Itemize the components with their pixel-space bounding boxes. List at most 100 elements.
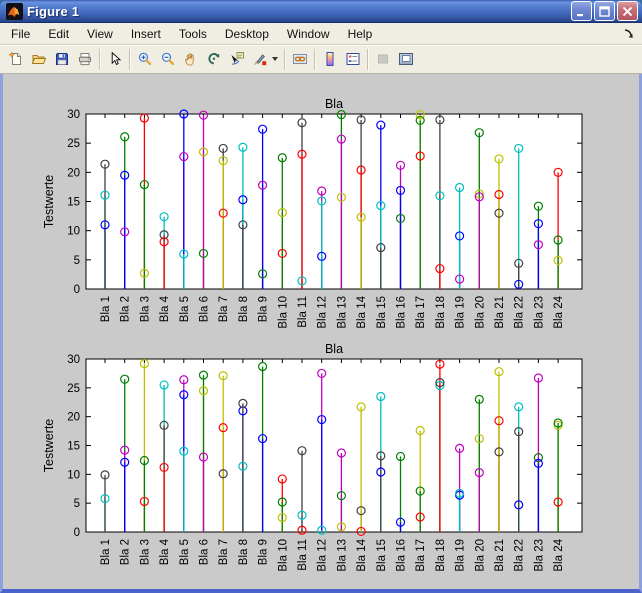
new-figure-button[interactable] xyxy=(4,47,27,71)
stem-group xyxy=(455,443,465,532)
menu-desktop[interactable]: Desktop xyxy=(224,26,269,41)
maximize-button[interactable] xyxy=(594,1,615,21)
menu-insert[interactable]: Insert xyxy=(130,26,161,41)
hand-icon xyxy=(184,53,194,66)
x-tick-label: Bla 1 xyxy=(100,539,112,565)
stem-marker xyxy=(376,467,386,477)
titlebar[interactable]: Figure 1 xyxy=(0,0,642,23)
x-tick-label: Bla 21 xyxy=(494,539,506,572)
stem-marker xyxy=(277,248,287,259)
stem-marker xyxy=(474,468,484,478)
stem-marker xyxy=(238,195,248,205)
x-tick-label: Bla 12 xyxy=(317,296,329,329)
showtools-icon xyxy=(398,53,413,65)
brush-data-button[interactable] xyxy=(248,47,271,71)
stem-group xyxy=(277,474,287,532)
menu-view[interactable]: View xyxy=(87,26,113,41)
show-plot-tools-button[interactable] xyxy=(394,47,417,71)
stem-marker xyxy=(258,361,268,372)
zoom-in-button[interactable] xyxy=(133,47,156,71)
stem-marker xyxy=(198,386,209,396)
axes-2[interactable]: 0 5 10 15 20 25 30 Bla 1 Bla 2 Bla 3 Bla 4 Bla 5 Bla… xyxy=(42,342,583,572)
pan-button[interactable] xyxy=(179,47,202,71)
save-icon xyxy=(55,53,68,65)
x-tick-label: Bla 6 xyxy=(199,296,211,322)
stem-marker xyxy=(553,497,563,507)
stem-marker xyxy=(120,445,130,455)
menu-edit[interactable]: Edit xyxy=(48,26,70,41)
insert-legend-button[interactable] xyxy=(341,47,364,71)
stem-group xyxy=(120,374,130,532)
stem-marker xyxy=(100,470,110,480)
x-tick-label: Bla 2 xyxy=(120,296,132,322)
menu-tools[interactable]: Tools xyxy=(178,26,207,41)
toolbar-separator xyxy=(284,48,285,70)
stem-marker xyxy=(179,375,189,385)
axes-1[interactable]: 0 5 10 15 20 25 30 Bla 1 Bla 2 Bla 3 Bla 4 Bla 5 Bla… xyxy=(42,97,583,329)
stem-marker xyxy=(198,452,209,462)
stem-marker xyxy=(415,109,425,120)
stem-group xyxy=(218,143,228,289)
window-title: Figure 1 xyxy=(27,3,80,19)
y-tick-label: 5 xyxy=(74,498,80,510)
stem-group xyxy=(277,153,287,289)
edit-plot-button[interactable] xyxy=(103,47,126,71)
y-tick-label: 15 xyxy=(67,441,80,453)
insert-colorbar-button[interactable] xyxy=(318,47,341,71)
stem-group xyxy=(395,451,406,532)
print-figure-button[interactable] xyxy=(73,47,96,71)
stem-group xyxy=(297,118,307,289)
stem-marker xyxy=(297,118,307,128)
stem-group xyxy=(297,446,307,535)
stem-group xyxy=(514,402,524,532)
stem-marker xyxy=(277,474,287,484)
chart-title: Bla xyxy=(325,97,343,111)
stem-group xyxy=(238,142,248,289)
menu-window[interactable]: Window xyxy=(286,26,330,41)
menu-file[interactable]: File xyxy=(11,26,31,41)
stem-group xyxy=(317,368,327,535)
link-plot-button[interactable] xyxy=(288,47,311,71)
stem-marker xyxy=(336,192,346,203)
toolbar-separator xyxy=(367,48,368,70)
rotate-3d-button[interactable] xyxy=(202,47,225,71)
brush-dropdown-caret[interactable] xyxy=(272,57,278,61)
plot-area[interactable] xyxy=(85,113,583,290)
zoom-out-button[interactable] xyxy=(156,47,179,71)
stem-marker xyxy=(356,212,366,222)
stem-marker xyxy=(120,457,130,467)
stem-marker xyxy=(415,486,425,496)
stem-marker xyxy=(514,500,524,510)
stem-marker xyxy=(336,522,346,532)
stem-group xyxy=(317,186,327,289)
stem-group xyxy=(238,398,248,532)
x-tick-label: Bla 10 xyxy=(277,539,289,572)
close-button[interactable] xyxy=(617,1,638,21)
matlab-logo-icon xyxy=(6,2,23,20)
dock-figure-icon[interactable] xyxy=(622,27,636,41)
minimize-button[interactable] xyxy=(571,1,592,21)
data-cursor-button[interactable] xyxy=(225,47,248,71)
stem-marker xyxy=(317,196,327,206)
save-figure-button[interactable] xyxy=(50,47,73,71)
plots-svg[interactable]: 0 5 10 15 20 25 30 Bla 1 Bla 2 Bla 3 Bla 4 Bla 5 Bla… xyxy=(3,74,639,589)
x-tick-label: Bla 19 xyxy=(455,539,467,572)
stem-marker xyxy=(415,512,425,522)
link-icon xyxy=(292,54,307,64)
new-document-icon xyxy=(7,51,21,65)
stem-marker xyxy=(297,446,307,456)
stem-group xyxy=(356,115,366,289)
stem-marker xyxy=(553,420,563,430)
stem-marker xyxy=(395,185,406,196)
stem-marker xyxy=(277,153,287,163)
stem-group xyxy=(356,402,366,537)
x-tick-label: Bla 22 xyxy=(514,539,526,572)
stem-group xyxy=(474,128,484,289)
y-axis-label: Testwerte xyxy=(42,419,56,473)
y-tick-label: 20 xyxy=(67,412,80,424)
open-file-button[interactable] xyxy=(27,47,50,71)
menu-help[interactable]: Help xyxy=(347,26,373,41)
y-tick-label: 10 xyxy=(67,469,80,481)
stem-marker xyxy=(356,402,366,412)
stem-marker xyxy=(159,420,169,430)
